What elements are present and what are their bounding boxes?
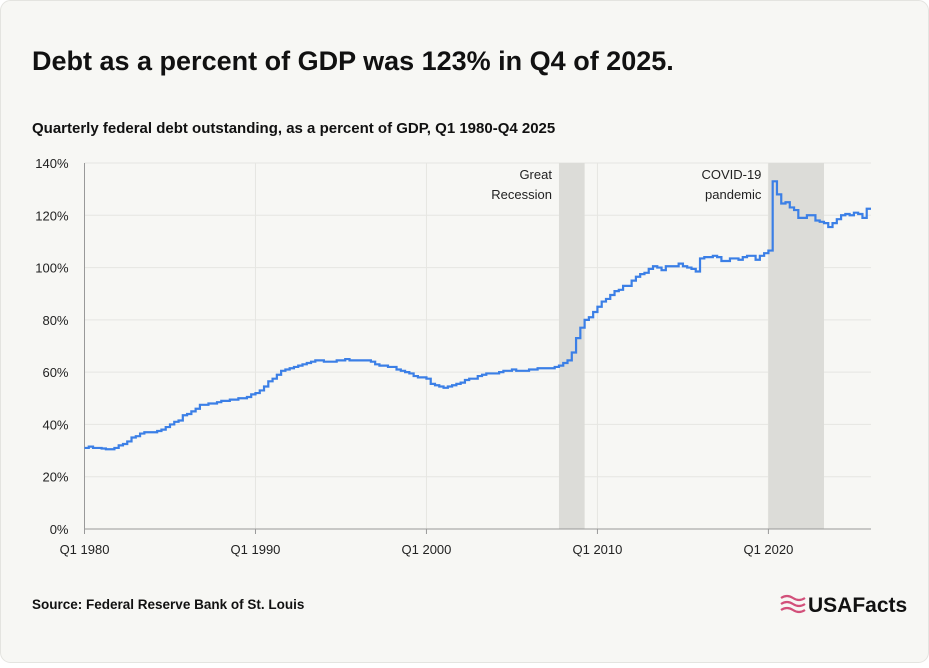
source: Source: Federal Reserve Bank of St. Loui… <box>32 597 304 612</box>
chart-subtitle: Quarterly federal debt outstanding, as a… <box>32 120 555 137</box>
chart-title: Debt as a percent of GDP was 123% in Q4 … <box>32 46 674 76</box>
y-tick-label: 20% <box>42 470 68 485</box>
y-tick-label: 140% <box>35 156 69 171</box>
x-tick-label: Q1 2020 <box>743 542 793 557</box>
annotation: COVID-19 pandemic <box>701 167 761 202</box>
x-tick-label: Q1 1990 <box>231 542 281 557</box>
x-tick-label: Q1 1980 <box>60 542 110 557</box>
shaded-period <box>558 163 585 529</box>
y-tick-label: 60% <box>42 365 68 380</box>
y-tick-label: 0% <box>50 522 69 537</box>
x-tick-label: Q1 2000 <box>402 542 452 557</box>
x-tick-label: Q1 2010 <box>572 542 622 557</box>
annotation: Great Recession <box>491 167 552 202</box>
y-tick-label: 120% <box>35 208 69 223</box>
shaded-period <box>768 163 824 529</box>
y-tick-label: 40% <box>42 417 68 432</box>
brand: USAFacts <box>808 594 907 617</box>
logo-flag <box>780 594 806 614</box>
plot: 0% 20% 40% 60% 80% 100% 120% 140% Great Recession… <box>35 156 871 557</box>
line-series <box>84 180 871 451</box>
y-tick-label: 80% <box>42 313 68 328</box>
y-tick-label: 100% <box>35 261 69 276</box>
logo: USAFacts <box>780 594 907 617</box>
